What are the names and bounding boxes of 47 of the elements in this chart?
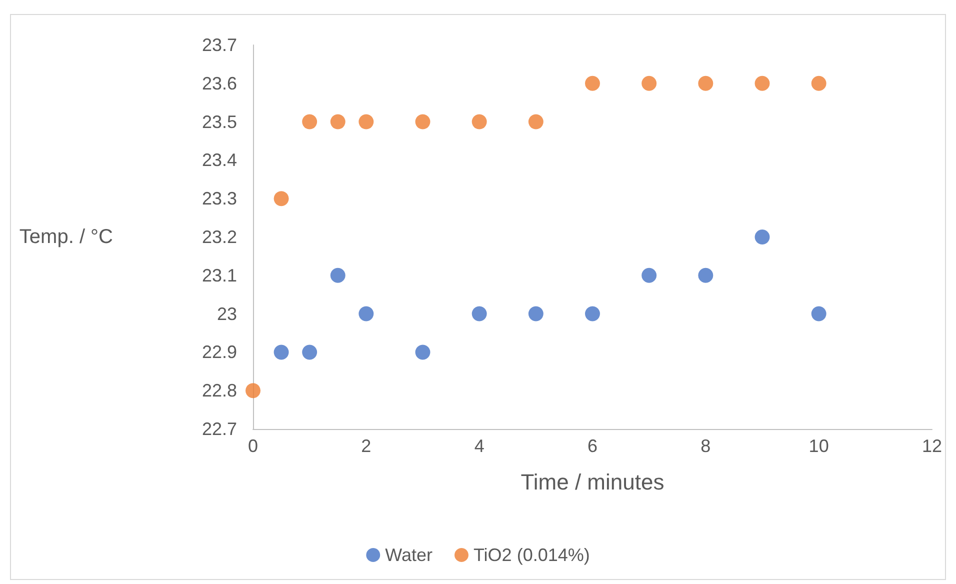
x-tick-label: 4: [474, 436, 484, 456]
x-tick-label: 10: [808, 436, 829, 456]
x-tick-label: 12: [922, 436, 942, 456]
point: [330, 114, 346, 130]
point: [358, 114, 374, 130]
point: [330, 268, 346, 283]
x-axis-title: Time / minutes: [520, 470, 664, 494]
x-tick-label: 2: [361, 436, 372, 456]
x-tick-label: 6: [587, 436, 598, 456]
y-tick-label: 23.4: [202, 150, 237, 170]
point: [811, 306, 826, 322]
y-axis-title: Temp. / °C: [19, 226, 113, 248]
point: [358, 306, 374, 322]
y-tick-label: 22.7: [202, 419, 237, 439]
point: [472, 114, 487, 130]
point: [472, 306, 487, 322]
legend-label: TiO2 (0.014%): [473, 545, 590, 565]
point: [274, 191, 289, 206]
y-tick-label: 23.6: [202, 73, 237, 94]
point: [811, 76, 826, 91]
y-tick-label: 23.2: [202, 227, 237, 247]
y-tick-label: 22.9: [202, 342, 237, 362]
point: [302, 344, 318, 360]
y-tick-label: 23.5: [202, 112, 237, 132]
point: [642, 268, 657, 283]
point: [415, 344, 430, 360]
point: [585, 76, 600, 91]
point: [698, 268, 714, 283]
y-tick-label: 23: [216, 304, 237, 324]
y-tick-label: 23.3: [202, 188, 237, 209]
y-tick-label: 23.1: [202, 265, 237, 286]
point: [415, 114, 430, 130]
point: [274, 344, 289, 360]
point: [642, 76, 657, 91]
point: [302, 114, 318, 130]
x-tick-label: 0: [248, 436, 258, 456]
point: [754, 230, 770, 244]
y-tick-label: 22.8: [202, 380, 237, 401]
point: [528, 114, 544, 130]
y-tick-label: 23.7: [202, 35, 237, 55]
x-tick-label: 8: [700, 436, 711, 456]
point: [585, 306, 600, 322]
point: [754, 76, 770, 91]
legend-label: Water: [385, 545, 432, 565]
point: [246, 383, 260, 398]
point: [698, 76, 714, 91]
point: [528, 306, 544, 322]
